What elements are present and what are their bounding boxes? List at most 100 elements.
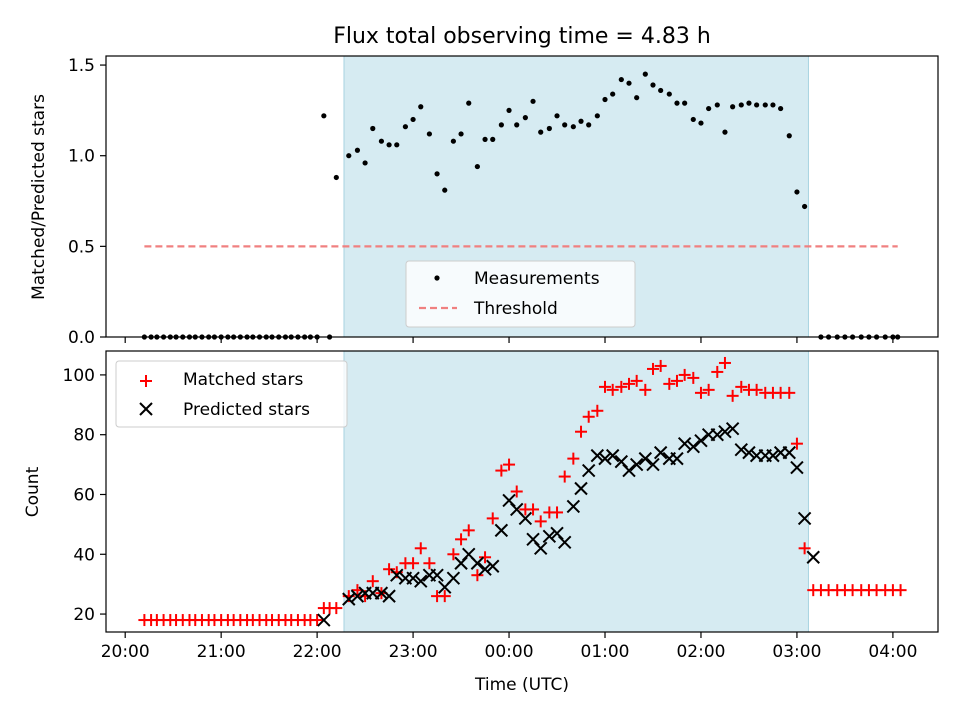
matched-stars-point (558, 470, 571, 483)
matched-stars-point (438, 590, 451, 603)
predicted-stars-point (670, 451, 684, 466)
predicted-stars-point (406, 571, 420, 585)
measurement-point (770, 102, 776, 108)
top-axes-frame (105, 55, 939, 338)
predicted-stars-point (542, 529, 557, 544)
legend-matched-label: Matched stars (183, 370, 303, 390)
measurement-point (610, 91, 616, 97)
matched-stars-point (582, 410, 595, 423)
predicted-stars-point (605, 448, 620, 463)
measurement-point (410, 116, 416, 123)
predicted-stars-point (590, 448, 605, 463)
measurement-point (706, 105, 712, 112)
measurement-point (498, 122, 504, 128)
chart-title: Flux total observing time = 4.83 h (333, 24, 711, 49)
matched-stars-point (726, 389, 739, 402)
bottom-y-ticks: 20 40 60 80 100 (63, 366, 106, 625)
measurement-point (754, 102, 760, 108)
predicted-stars-point (390, 568, 404, 582)
legend-measurements-label: Measurements (474, 269, 600, 289)
predicted-stars-point (646, 457, 660, 472)
measurement-point (474, 163, 480, 170)
bottom-x-ticks: 20:00 21:00 22:00 23:00 00:00 01:00 02:00 03:00… (101, 632, 917, 662)
matched-stars-point (646, 362, 659, 375)
predicted-stars-point (486, 559, 500, 573)
measurement-point (626, 80, 632, 86)
measurement-point (778, 105, 784, 112)
matched-stars-point (527, 503, 540, 516)
measurement-point (794, 189, 800, 195)
measurement-point (466, 100, 472, 106)
matched-stars-point (670, 374, 683, 387)
x-tick-label: 20:00 (101, 642, 150, 662)
bottom-axes-frame (105, 350, 939, 633)
y-tick-label: 1.5 (68, 56, 95, 76)
measurement-point (714, 102, 720, 108)
x-tick-label: 00:00 (485, 642, 534, 662)
predicted-stars-point (598, 451, 612, 466)
measurement-point (354, 147, 361, 153)
measurement-point (546, 125, 552, 132)
matched-stars-point (622, 377, 635, 390)
measurement-point (730, 104, 736, 110)
y-tick-label: 40 (73, 545, 95, 565)
top-x-ticks (124, 337, 894, 343)
matched-stars-point (718, 356, 731, 369)
bottom-y-axis-label: Count (23, 466, 43, 517)
measurement-point (386, 142, 392, 148)
bottom-observing-span (343, 350, 809, 633)
matched-stars-point (702, 383, 715, 396)
measurement-point (786, 133, 792, 139)
matched-stars-point (471, 569, 484, 582)
matched-stars-point (575, 425, 588, 438)
legend-matched-swatch (140, 375, 152, 387)
top-panel: 0.0 0.5 1.0 1.5 Matched/Predicted stars Mea… (29, 55, 939, 348)
measurement-point (642, 71, 648, 77)
predicted-stars-point (374, 586, 389, 600)
top-y-axis-label: Matched/Predicted stars (29, 94, 49, 300)
bottom-legend: Matched stars Predicted stars (115, 360, 348, 428)
measurement-point (634, 95, 640, 101)
matched-stars-point (750, 383, 763, 396)
observing-span (343, 350, 809, 633)
matched-stars-point (694, 386, 707, 399)
matched-stars-point (894, 584, 907, 597)
measurement-point (594, 113, 600, 119)
measurement-point (346, 153, 352, 159)
predicted-stars-point (414, 574, 428, 588)
measurement-point (602, 96, 608, 103)
measurement-point (658, 87, 664, 94)
top-legend-box (405, 260, 636, 328)
predicted-stars-point (317, 613, 331, 627)
predicted-stars-point (638, 451, 653, 466)
matched-stars-point (654, 359, 667, 372)
legend-measurements-swatch (434, 275, 440, 281)
measurement-point (333, 174, 339, 181)
matched-stars-point (551, 506, 564, 519)
predicted-stars-point (342, 592, 356, 606)
matched-stars-point (486, 512, 499, 525)
predicted-stars-point (382, 589, 396, 603)
matched-stars-point (414, 542, 427, 555)
predicted-stars-point (622, 463, 636, 478)
predicted-stars-point (494, 523, 509, 538)
matched-stars-point (447, 548, 460, 561)
matched-stars-point (606, 383, 619, 396)
measurement-point (682, 100, 688, 106)
legend-predicted-swatch (139, 402, 153, 416)
matched-stars-point (534, 515, 547, 528)
predicted-stars-point (694, 433, 708, 448)
measurement-point (362, 160, 368, 166)
x-tick-label: 04:00 (868, 642, 917, 662)
bottom-legend-box (115, 360, 348, 428)
measurement-point (514, 122, 520, 128)
predicted-stars-point (790, 460, 804, 475)
predicted-stars-point (806, 550, 820, 564)
matched-stars-point (455, 533, 468, 546)
y-tick-label: 20 (73, 605, 95, 625)
matched-stars-point (479, 551, 492, 564)
measurement-point (666, 91, 672, 97)
measurement-point (506, 107, 512, 113)
matched-stars-point (798, 542, 811, 555)
matched-stars-point (423, 557, 436, 570)
